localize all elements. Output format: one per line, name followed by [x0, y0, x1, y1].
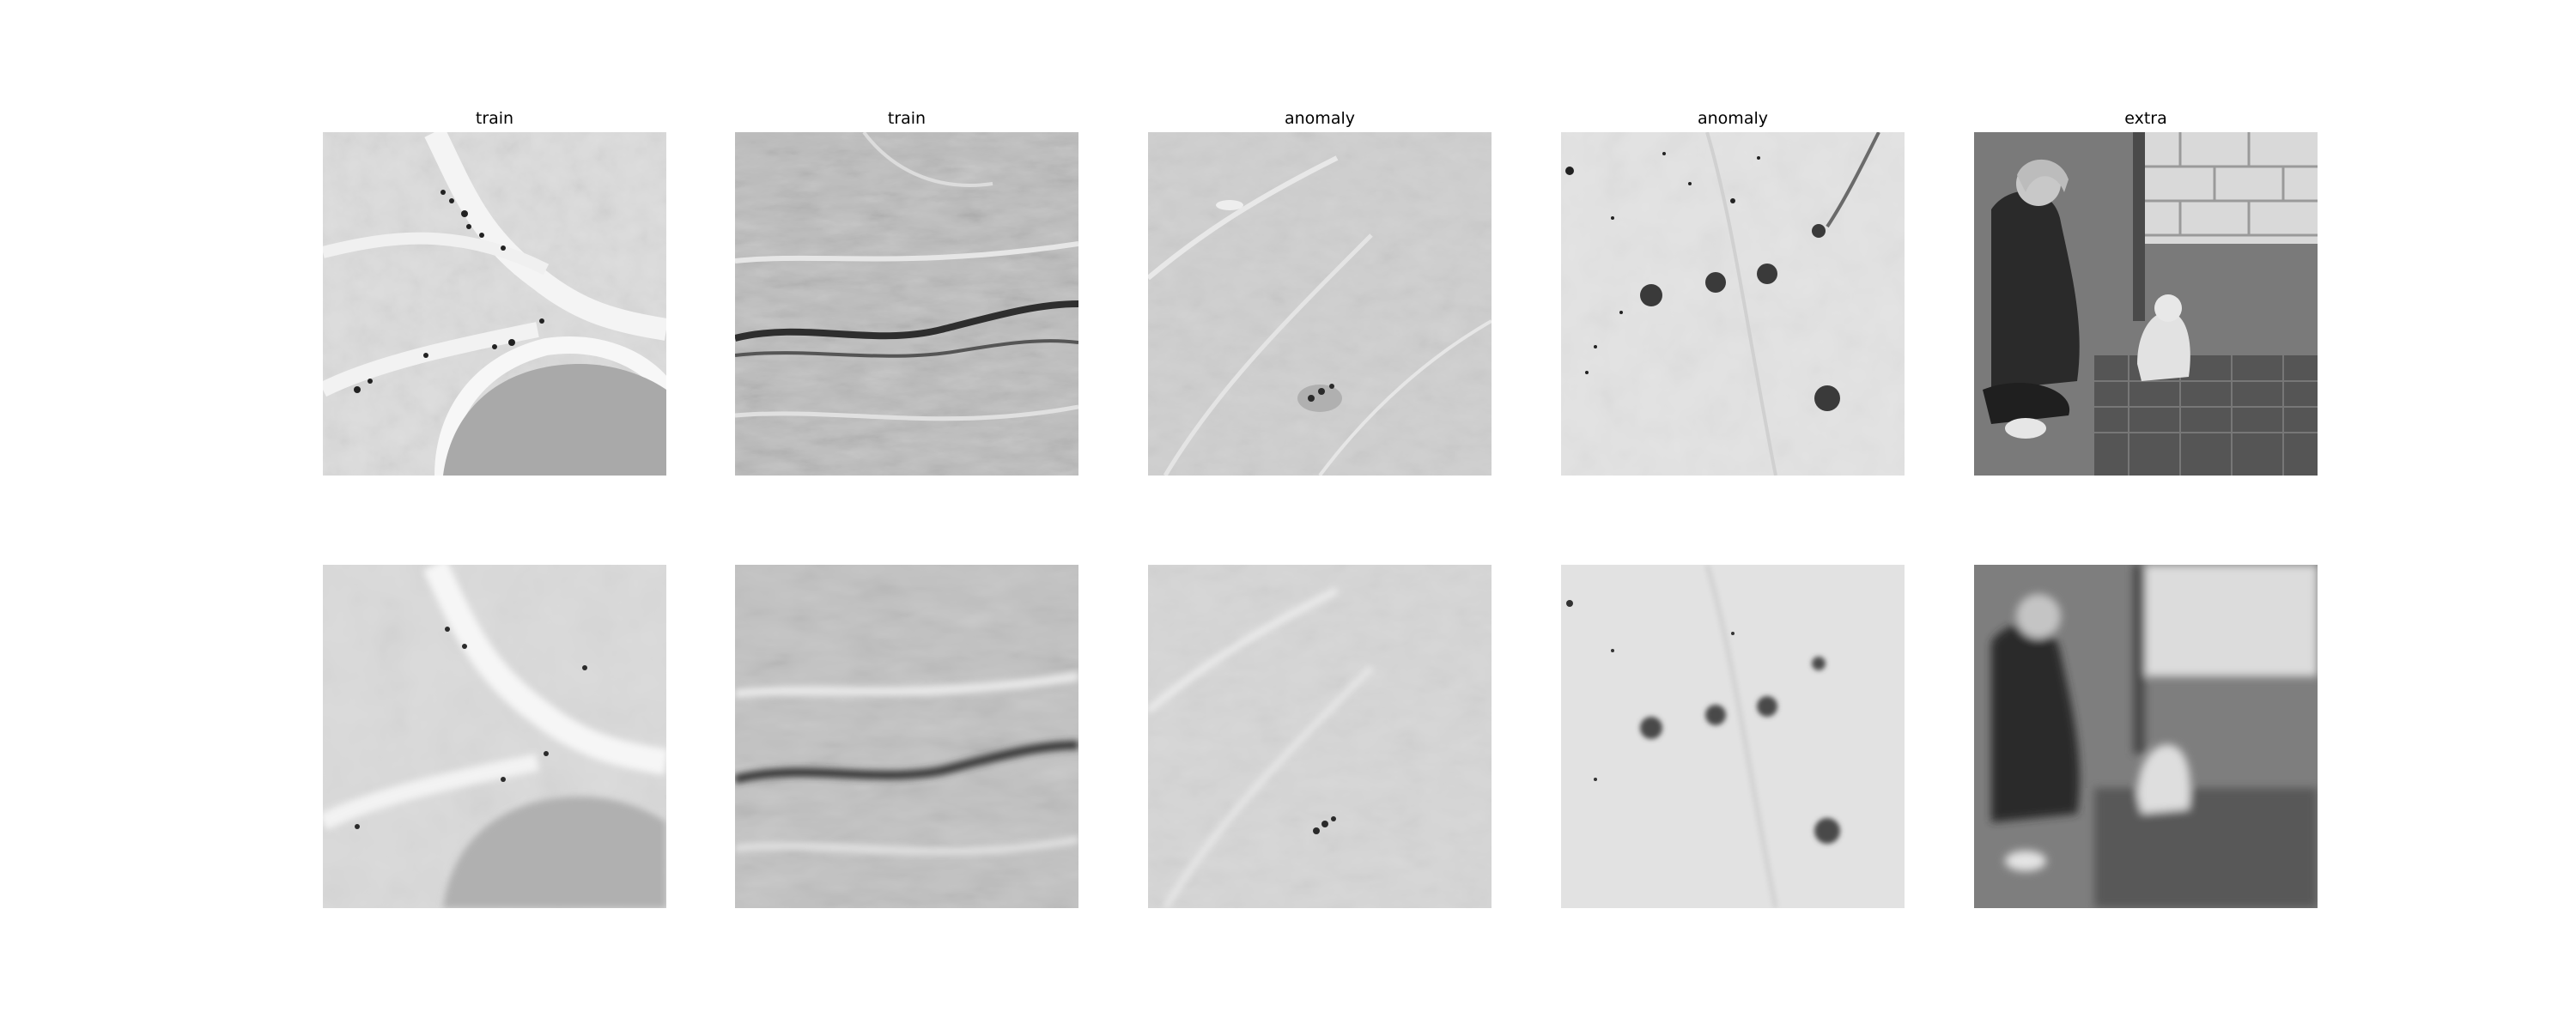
column-title-3: anomaly [1285, 109, 1355, 128]
image-anomaly-2-reconstruction [1561, 565, 1905, 908]
image-extra-reconstruction [1974, 565, 2318, 908]
image-extra-original [1974, 132, 2318, 476]
image-anomaly-2-original [1561, 132, 1905, 476]
image-anomaly-1-original [1148, 132, 1492, 476]
column-title-2: train [887, 109, 927, 128]
column-title-1: train [475, 109, 514, 128]
column-title-4: anomaly [1698, 109, 1768, 128]
image-anomaly-1-reconstruction [1148, 565, 1492, 908]
image-train-1-reconstruction [323, 565, 666, 908]
column-title-5: extra [2124, 109, 2167, 128]
image-train-1-original [323, 132, 666, 476]
image-train-2-original [735, 132, 1078, 476]
image-train-2-reconstruction [735, 565, 1078, 908]
